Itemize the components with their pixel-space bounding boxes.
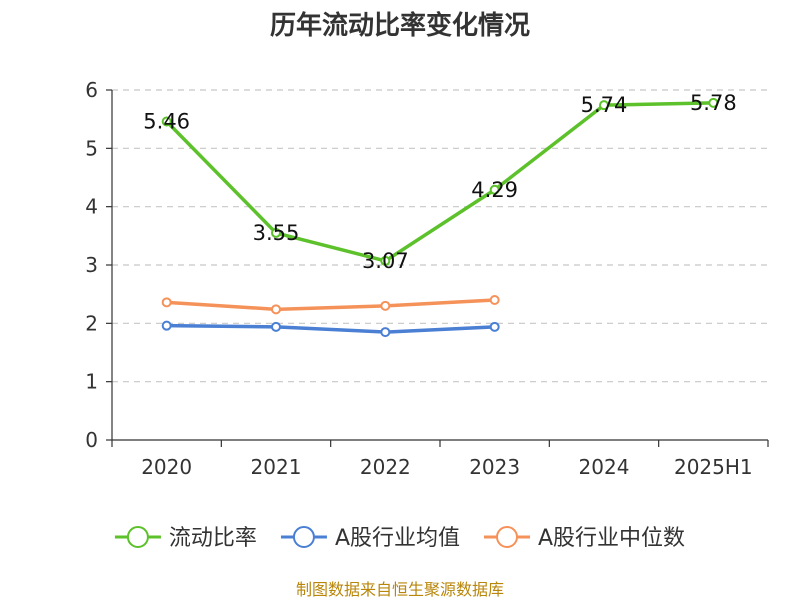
x-axis-ticks: 2020 2021 2022 2023 2024 2025H1	[111, 440, 769, 479]
data-labels: 5.46 3.55 3.07 4.29 5.74 5.78	[143, 91, 736, 273]
data-label: 4.29	[471, 178, 518, 202]
x-tick-label: 2022	[360, 455, 411, 479]
data-point	[380, 300, 391, 311]
data-point	[380, 327, 391, 338]
data-label: 5.78	[690, 91, 737, 115]
x-tick-label: 2024	[579, 455, 630, 479]
data-point	[489, 184, 500, 195]
legend-label: A股行业均值	[335, 526, 460, 551]
x-tick-label: 2023	[469, 455, 520, 479]
legend: 流动比率 A股行业均值 A股行业中位数	[114, 526, 685, 551]
source-note: 制图数据来自恒生聚源数据库	[296, 580, 504, 599]
y-tick-label: 1	[85, 370, 98, 394]
x-tick-label: 2021	[251, 455, 302, 479]
data-point	[161, 297, 172, 308]
legend-item: A股行业均值	[280, 526, 460, 551]
legend-marker-icon	[496, 526, 519, 548]
legend-marker-icon	[292, 526, 315, 548]
series-line	[164, 298, 497, 312]
data-point	[599, 100, 609, 111]
axes	[111, 90, 768, 441]
y-tick-label: 2	[85, 311, 98, 335]
series-line	[164, 101, 716, 263]
data-label: 3.55	[253, 221, 300, 245]
x-tick-label: 2025H1	[674, 455, 753, 479]
grid-lines	[112, 89, 768, 383]
series-line	[164, 323, 497, 334]
y-tick-label: 0	[85, 428, 98, 452]
legend-item: 流动比率	[114, 526, 257, 551]
data-point	[489, 321, 500, 332]
legend-label: A股行业中位数	[538, 526, 685, 551]
x-tick-label: 2020	[141, 455, 192, 479]
series-layer	[161, 97, 719, 338]
y-axis-ticks: 0 1 2 3 4 5 6	[85, 78, 112, 452]
y-tick-label: 3	[85, 253, 98, 277]
data-point	[161, 116, 172, 127]
data-label: 5.46	[143, 110, 190, 134]
legend-item: A股行业中位数	[484, 526, 685, 551]
data-label: 3.07	[362, 249, 409, 273]
data-point	[271, 227, 281, 238]
y-tick-label: 6	[85, 78, 98, 102]
data-label: 5.74	[581, 93, 628, 117]
chart-title: 历年流动比率变化情况	[270, 10, 530, 41]
data-point	[271, 321, 281, 332]
legend-label: 流动比率	[169, 526, 257, 551]
legend-marker-icon	[126, 526, 149, 548]
data-point	[271, 304, 281, 315]
data-point	[708, 97, 719, 108]
data-point	[489, 295, 500, 305]
data-point	[380, 255, 391, 266]
y-tick-label: 5	[85, 136, 98, 160]
data-point	[161, 320, 172, 331]
y-tick-label: 4	[85, 195, 98, 219]
